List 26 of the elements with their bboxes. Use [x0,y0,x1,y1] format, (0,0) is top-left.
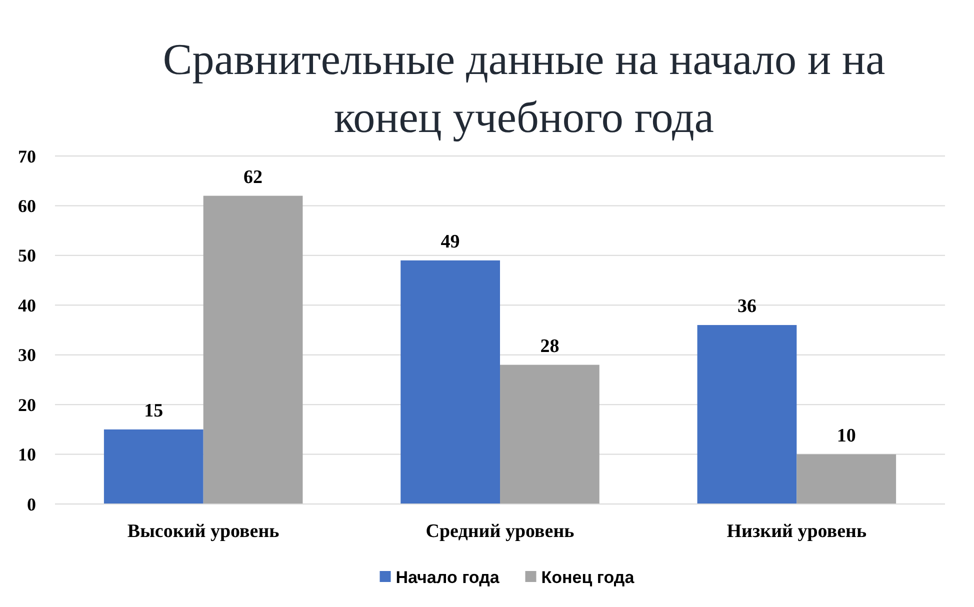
data-label: 36 [737,296,756,318]
bar [203,196,303,504]
data-label: 10 [836,425,856,446]
y-tick-label: 70 [18,146,36,166]
x-tick-label: Высокий уровень [127,521,280,542]
y-tick-label: 20 [18,394,36,415]
y-tick-label: 0 [27,494,36,514]
data-label: 28 [540,336,560,357]
y-tick-label: 60 [18,196,36,216]
bar [697,325,797,504]
bar [104,429,204,504]
y-tick-label: 40 [18,295,36,316]
legend-label: Конец года [541,568,635,587]
y-tick-label: 50 [18,246,36,266]
y-tick-label: 30 [18,345,36,366]
bar [796,454,896,504]
legend-label: Начало года [396,568,500,587]
x-tick-label: Средний уровень [426,521,574,542]
data-label: 15 [144,400,164,422]
x-tick-label: Низкий уровень [726,521,867,542]
y-tick-label: 10 [18,444,36,465]
bar [400,260,500,504]
chart-title: Сравнительные данные на начало и на конец учебного года [162,35,886,142]
data-label: 49 [440,231,460,252]
bar [500,364,600,504]
data-label: 62 [244,166,263,188]
